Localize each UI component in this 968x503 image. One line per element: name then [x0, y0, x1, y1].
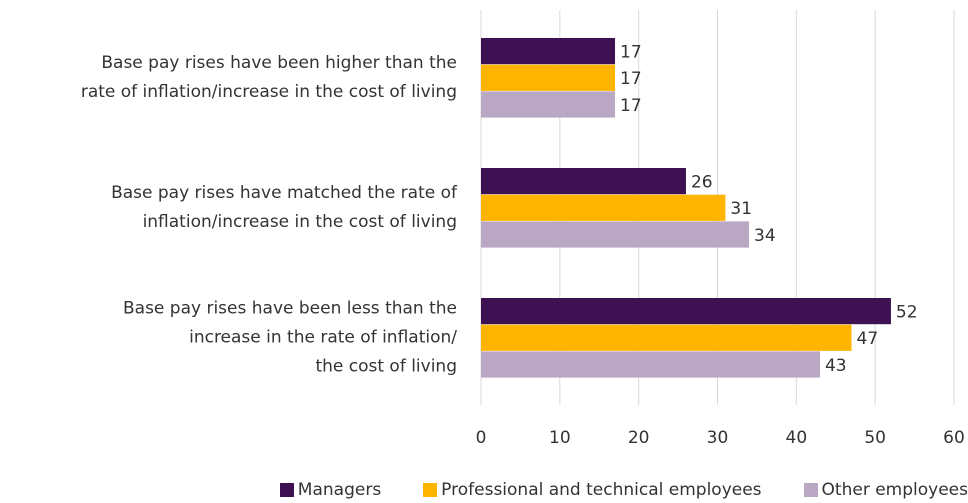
- bar: [481, 194, 726, 221]
- legend-label: Other employees: [821, 480, 968, 500]
- value-label: 43: [825, 356, 847, 376]
- value-label: 52: [896, 302, 918, 322]
- legend-label: Managers: [297, 480, 382, 500]
- category-label: Base pay rises have been less than the i…: [123, 298, 457, 377]
- x-tick-label: 60: [943, 428, 965, 448]
- x-tick-label: 20: [628, 428, 650, 448]
- legend-swatch: [803, 483, 818, 497]
- bar: [481, 298, 891, 325]
- legend: Managers Professional and technical emplo…: [279, 480, 968, 500]
- category-label: Base pay rises have matched the rate of …: [111, 183, 457, 233]
- bar: [481, 351, 820, 378]
- x-tick-label: 10: [549, 428, 571, 448]
- bar: [481, 38, 616, 65]
- x-tick-label: 30: [707, 428, 729, 448]
- value-label: 47: [857, 329, 879, 349]
- legend-swatch: [279, 483, 294, 497]
- bar: [481, 64, 616, 91]
- value-label: 31: [730, 199, 752, 219]
- x-tick-label: 0: [476, 428, 487, 448]
- legend-label: Professional and technical employees: [441, 480, 762, 500]
- value-label: 17: [620, 69, 642, 89]
- legend-item: Other employees: [803, 480, 968, 500]
- bar: [481, 221, 750, 248]
- value-label: 17: [620, 42, 642, 62]
- value-label: 17: [620, 96, 642, 116]
- x-tick-label: 40: [786, 428, 808, 448]
- legend-item: Managers: [279, 480, 382, 500]
- bar: [481, 168, 686, 195]
- legend-swatch: [423, 483, 438, 497]
- value-label: 34: [754, 226, 776, 246]
- bar: [481, 91, 616, 118]
- category-label: Base pay rises have been higher than the…: [80, 53, 457, 103]
- value-label: 26: [691, 172, 713, 192]
- legend-item: Professional and technical employees: [423, 480, 762, 500]
- x-tick-label: 50: [864, 428, 886, 448]
- bar: [481, 324, 852, 351]
